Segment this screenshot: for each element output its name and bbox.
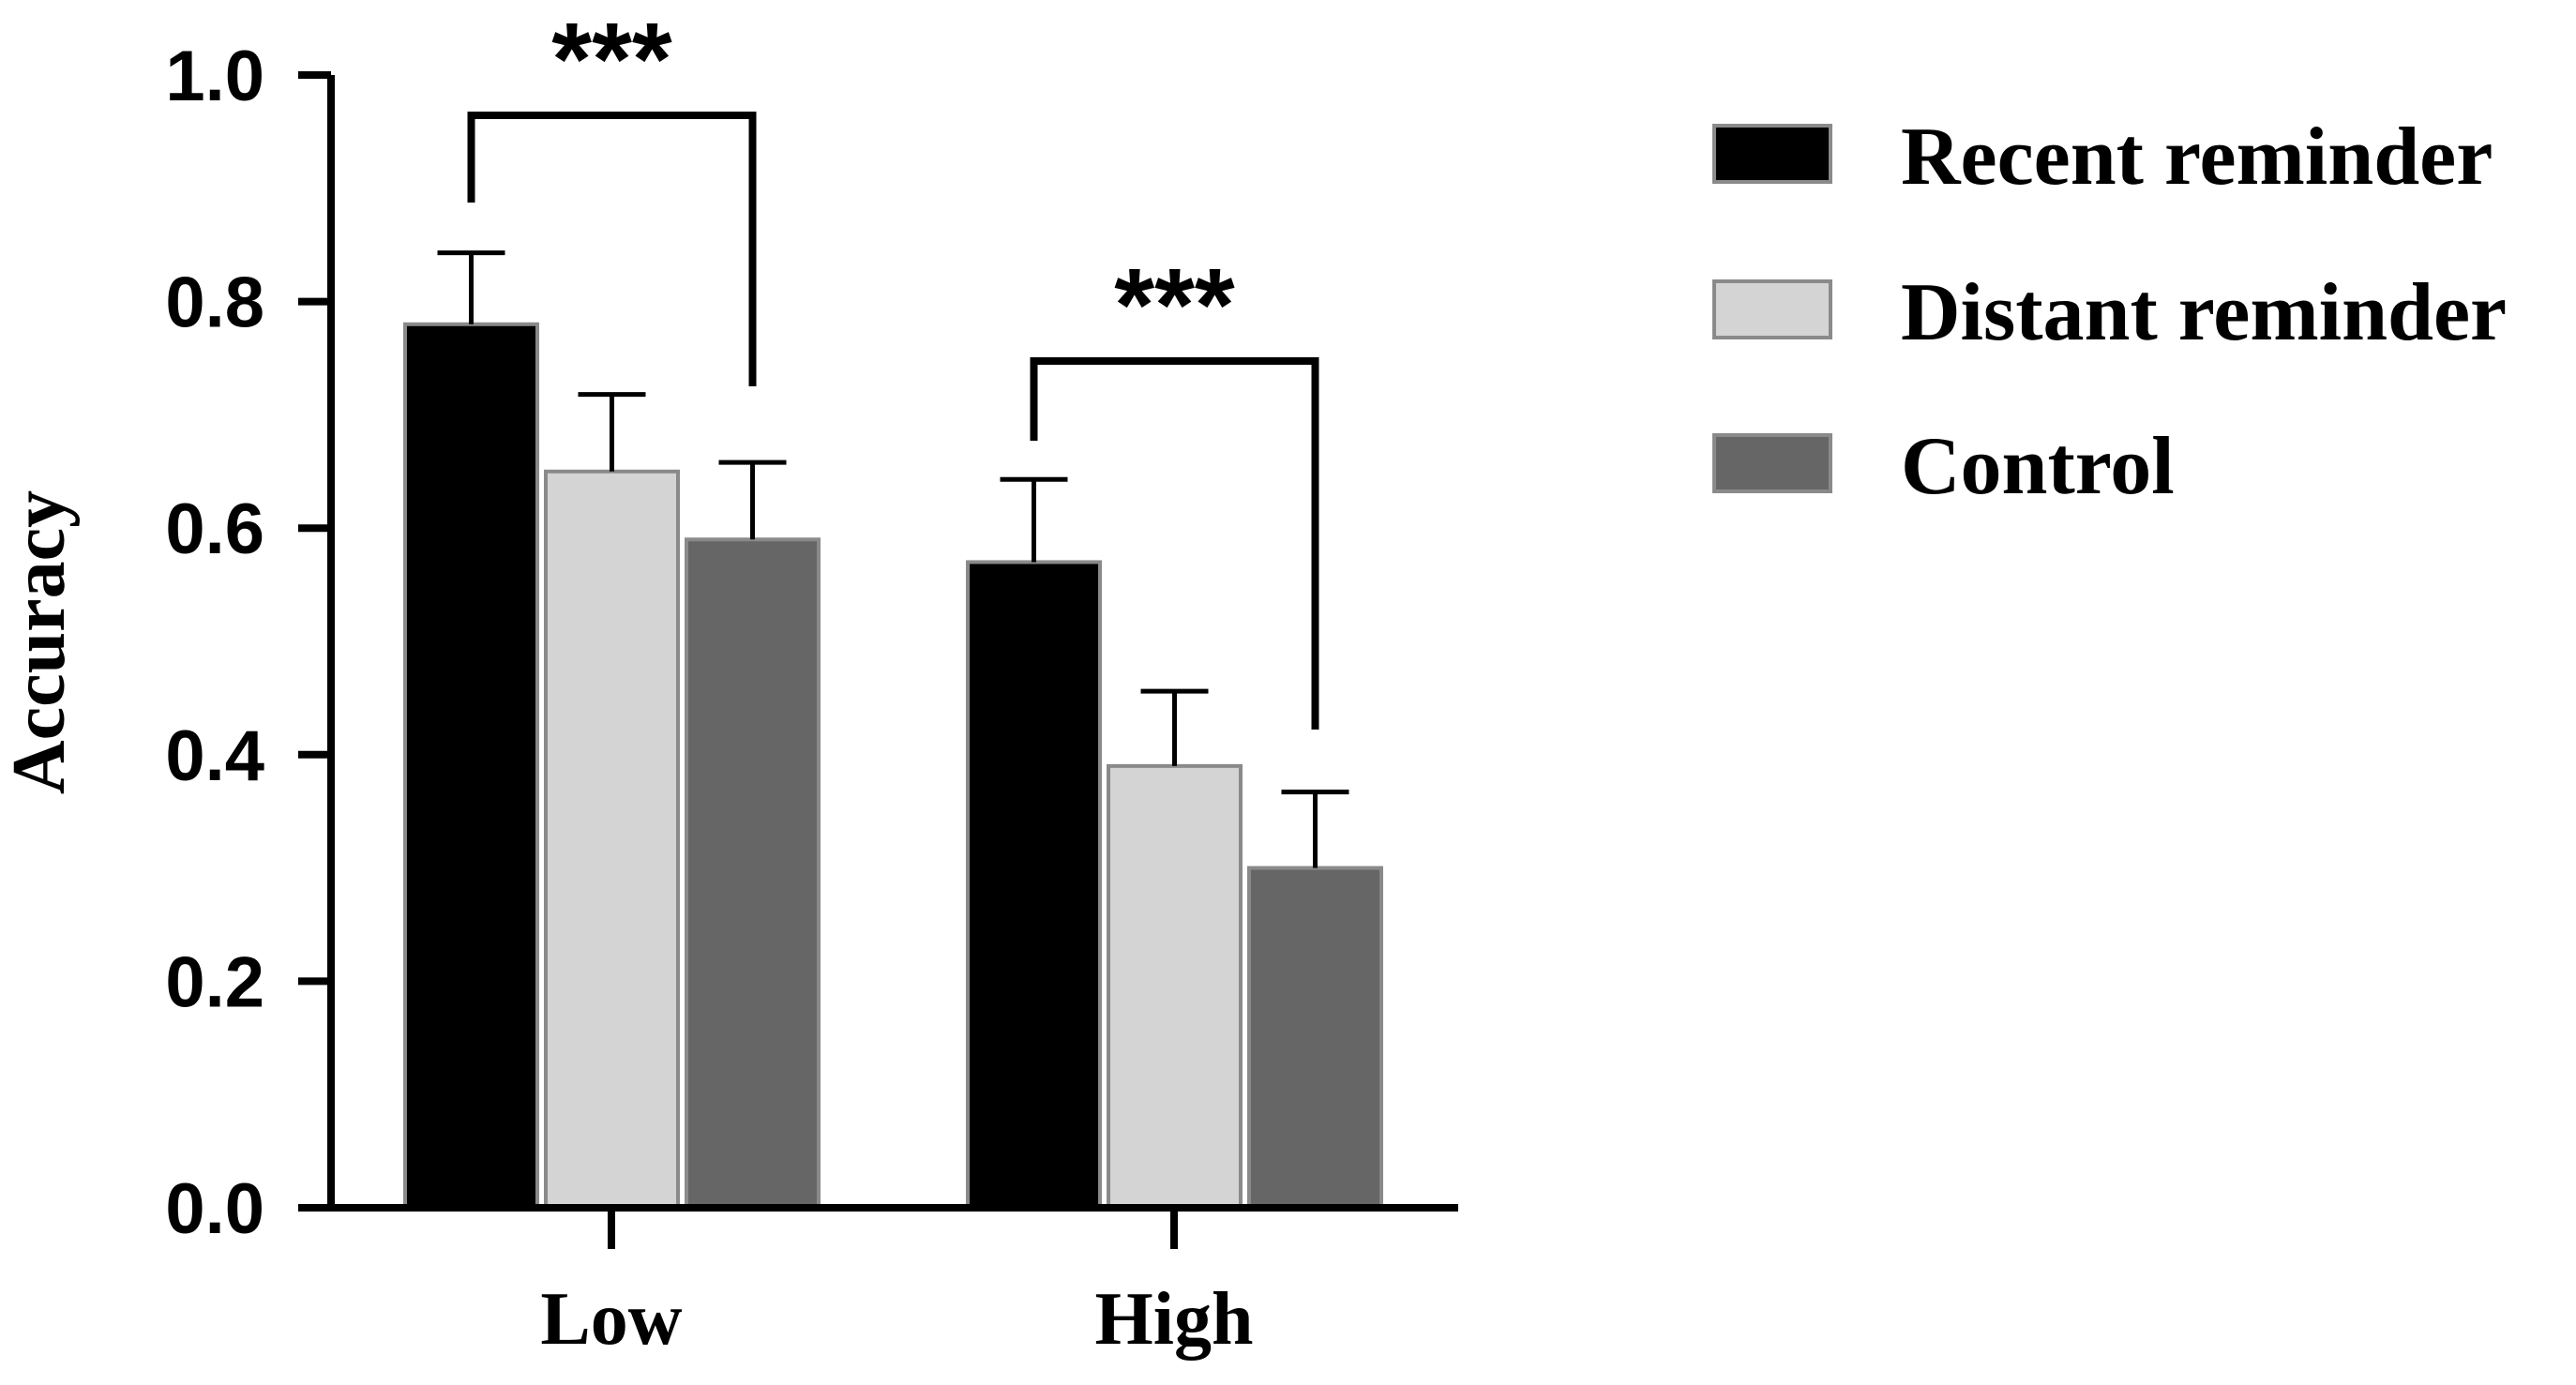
legend-label: Distant reminder	[1901, 267, 2507, 358]
x-tick-label: High	[1095, 1278, 1254, 1361]
bar	[1107, 763, 1243, 1210]
legend-swatch	[1712, 124, 1832, 184]
x-tick-label: Low	[540, 1278, 682, 1361]
y-tick-label: 0.2	[165, 942, 264, 1022]
y-tick-label: 0.4	[165, 716, 264, 796]
y-tick-label: 0.6	[165, 489, 264, 569]
significance-label: ***	[1114, 248, 1235, 363]
bar	[685, 537, 821, 1210]
y-tick-label: 0.0	[165, 1169, 264, 1249]
bar	[1247, 866, 1383, 1210]
y-axis-title: Accuracy	[0, 490, 81, 794]
significance-bracket	[467, 112, 757, 386]
legend-swatch	[1712, 433, 1832, 493]
bar	[966, 560, 1102, 1210]
legend-swatch	[1712, 279, 1832, 339]
bar	[544, 469, 680, 1210]
significance-label: ***	[551, 2, 672, 117]
legend-label: Control	[1901, 421, 2175, 512]
y-tick-label: 1.0	[165, 37, 264, 116]
significance-bracket	[1030, 357, 1319, 730]
bar	[403, 322, 539, 1210]
y-tick-label: 0.8	[165, 263, 264, 343]
legend-label: Recent reminder	[1901, 112, 2493, 203]
legend: Recent reminder Distant reminder Control	[1712, 112, 2507, 512]
